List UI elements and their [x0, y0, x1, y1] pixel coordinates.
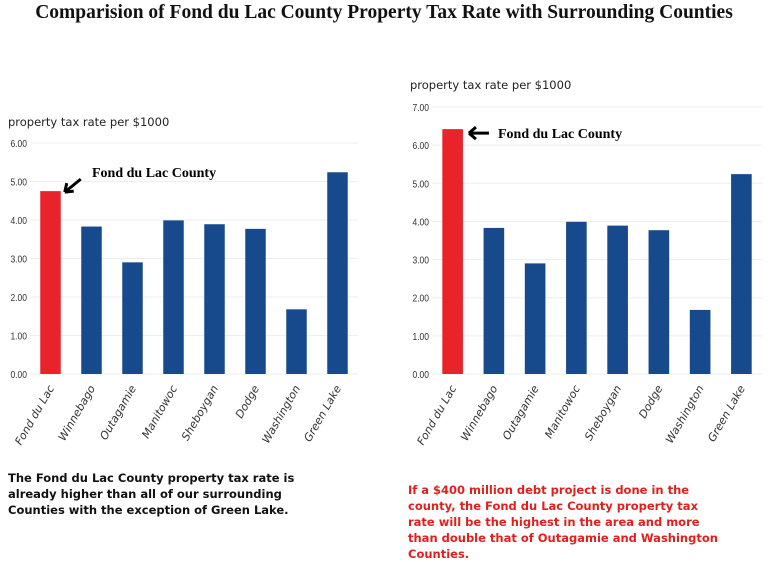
bar-dodge	[648, 230, 670, 374]
y-tick-label: 5.00	[412, 179, 429, 190]
y-tick-label: 2.00	[10, 292, 27, 303]
x-tick-label: Outagamie	[97, 383, 139, 442]
bar-green-lake	[731, 174, 752, 374]
bar-washington	[286, 309, 307, 374]
y-tick-label: 4.00	[412, 217, 429, 228]
x-tick-label: Green Lake	[301, 383, 344, 444]
y-tick-label: 7.00	[412, 102, 429, 113]
x-tick-label: Winnebago	[56, 383, 98, 443]
bar-washington	[689, 309, 711, 374]
x-tick-label: Dodge	[233, 383, 262, 421]
x-tick-label: Manitowoc	[139, 383, 180, 441]
x-tick-label: Sheboygan	[179, 383, 221, 443]
y-tick-label: 4.00	[10, 215, 27, 226]
bar-manitowoc	[163, 220, 184, 374]
charts: property tax rate per $1000 0.00 1.00 2.00 3…	[8, 78, 762, 447]
annotation: Fond du Lac County	[498, 127, 622, 142]
x-tick-label: Washington	[663, 383, 707, 446]
y-tick-label: 3.00	[412, 255, 429, 266]
y-axis-label: property tax rate per $1000	[410, 78, 571, 92]
x-tick-label: Manitowoc	[542, 383, 583, 441]
bar-outagamie	[524, 263, 546, 374]
arrow-icon	[63, 177, 82, 194]
y-tick-label: 1.00	[10, 331, 27, 342]
y-tick-label: 6.00	[10, 138, 27, 149]
bar-sheboygan	[607, 225, 628, 374]
caption-left: The Fond du Lac County property tax rate…	[8, 471, 295, 517]
bar-outagamie	[122, 262, 143, 374]
x-tick-label: Washington	[259, 383, 303, 446]
x-tick-label: Green Lake	[705, 383, 748, 444]
y-tick-label: 3.00	[10, 254, 27, 265]
x-tick-label: Winnebago	[458, 383, 500, 443]
y-tick-label: 0.00	[10, 369, 27, 380]
bar-sheboygan	[204, 224, 225, 374]
y-tick-label: 5.00	[10, 177, 27, 188]
bar-fond-du-lac	[40, 191, 61, 374]
arrow-icon	[467, 125, 489, 141]
bar-fond-du-lac	[442, 129, 463, 374]
bar-green-lake	[327, 172, 348, 374]
x-tick-label: Dodge	[636, 383, 665, 421]
annotation: Fond du Lac County	[92, 166, 216, 181]
y-axis-label: property tax rate per $1000	[8, 115, 169, 129]
page-title: Comparision of Fond du Lac County Proper…	[35, 2, 733, 23]
bar-winnebago	[81, 226, 102, 374]
y-tick-label: 2.00	[412, 293, 429, 304]
y-tick-label: 1.00	[412, 331, 429, 342]
x-tick-label: Sheboygan	[582, 383, 624, 443]
caption-right: If a $400 million debt project is done i…	[408, 483, 718, 561]
bar-manitowoc	[566, 221, 587, 374]
x-tick-label: Fond du Lac	[12, 383, 57, 447]
x-tick-label: Outagamie	[500, 383, 542, 442]
y-tick-label: 0.00	[412, 369, 429, 380]
y-tick-label: 6.00	[412, 141, 429, 152]
bar-winnebago	[483, 227, 505, 374]
x-tick-label: Fond du Lac	[415, 383, 460, 447]
bar-dodge	[245, 228, 266, 374]
